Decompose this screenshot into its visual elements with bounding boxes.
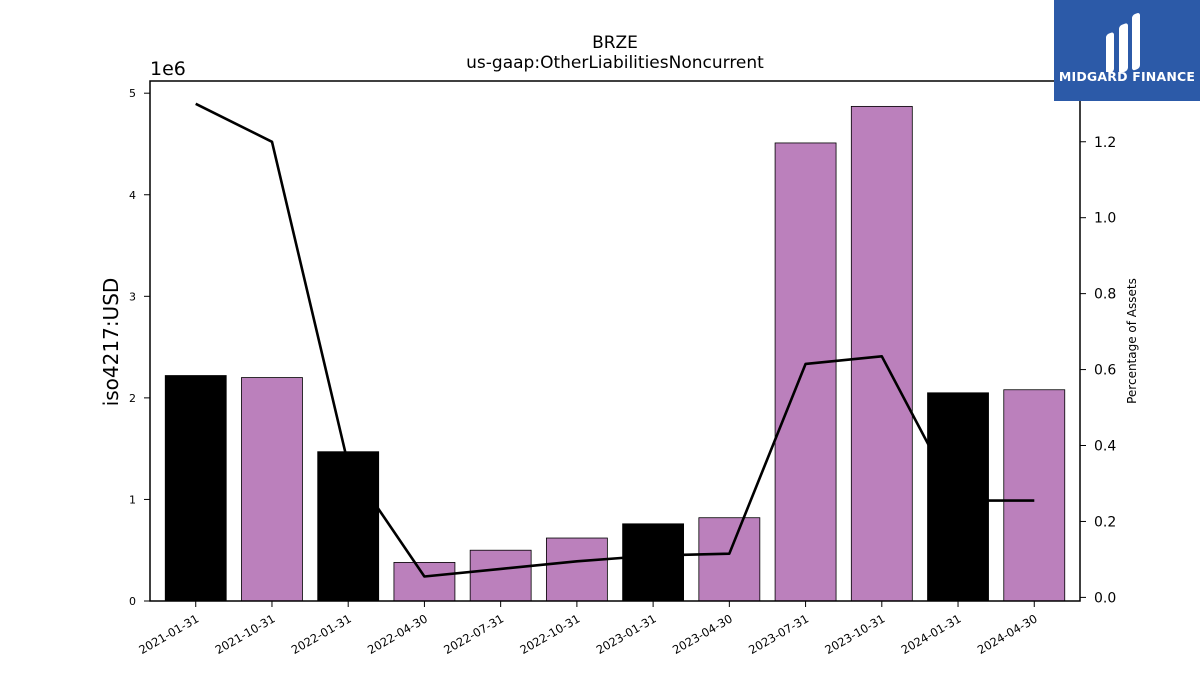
brand-name: MIDGARD FINANCE bbox=[1058, 69, 1196, 84]
y2-tick-label: 0.4 bbox=[1094, 439, 1116, 455]
bar-2023-10-31 bbox=[850, 105, 913, 602]
midgard-m-icon bbox=[1106, 13, 1140, 72]
x-tick-label: 2021-01-31 bbox=[136, 611, 201, 657]
x-tick-label: 2022-01-31 bbox=[289, 611, 354, 657]
y-tick-label: 5 bbox=[129, 87, 136, 100]
x-tick-label: 2021-10-31 bbox=[213, 611, 278, 657]
y-axis: 0 1 2 3 4 5 bbox=[129, 87, 150, 608]
x-axis: 2021-01-31 2021-10-31 2022-01-31 2022-04-30… bbox=[136, 601, 1040, 657]
bar-2023-07-31 bbox=[774, 142, 837, 602]
bar-2022-04-30 bbox=[393, 562, 456, 602]
chart-subtitle: us-gaap:OtherLiabilitiesNoncurrent bbox=[466, 53, 764, 73]
bar-2024-01-31 bbox=[927, 392, 989, 602]
x-tick-label: 2022-07-31 bbox=[441, 611, 506, 657]
y-tick-label: 3 bbox=[129, 290, 136, 303]
brand-logo: MIDGARD FINANCE bbox=[1054, 0, 1200, 101]
y-tick-label: 2 bbox=[129, 392, 136, 405]
y2-tick-label: 1.0 bbox=[1094, 211, 1116, 227]
x-tick-label: 2023-07-31 bbox=[746, 611, 811, 657]
bars-group bbox=[164, 105, 1066, 602]
chart-title: BRZE bbox=[592, 33, 638, 53]
bar-2021-10-31 bbox=[241, 377, 303, 602]
x-tick-label: 2023-01-31 bbox=[594, 611, 659, 657]
bar-2023-04-30 bbox=[698, 517, 761, 602]
bar-2022-01-31 bbox=[317, 451, 380, 602]
x-tick-label: 2023-10-31 bbox=[822, 611, 887, 657]
y-tick-label: 1 bbox=[129, 493, 136, 506]
plot-frame bbox=[149, 80, 1081, 602]
y2-tick-label: 0.0 bbox=[1094, 590, 1116, 606]
x-tick-label: 2023-04-30 bbox=[670, 611, 735, 657]
y2-tick-label: 0.8 bbox=[1094, 287, 1116, 303]
bar-2023-01-31 bbox=[622, 523, 685, 602]
percentage-line bbox=[195, 102, 1035, 578]
line-group bbox=[195, 102, 1035, 578]
bar-2021-01-31 bbox=[164, 375, 227, 602]
y2-axis: 0.0 0.2 0.4 0.6 0.8 1.0 1.2 bbox=[1080, 135, 1116, 606]
y-axis-label: iso4217:USD bbox=[99, 278, 123, 407]
x-tick-label: 2024-01-31 bbox=[899, 611, 964, 657]
x-tick-label: 2024-04-30 bbox=[975, 611, 1040, 657]
y-axis-offset-label: 1e6 bbox=[150, 58, 186, 80]
y2-tick-label: 1.2 bbox=[1094, 135, 1116, 151]
y2-axis-label: Percentage of Assets bbox=[1125, 278, 1139, 404]
y2-tick-label: 0.2 bbox=[1094, 514, 1116, 530]
y-tick-label: 4 bbox=[129, 189, 136, 202]
y2-tick-label: 0.6 bbox=[1094, 363, 1116, 379]
bar-2022-07-31 bbox=[469, 549, 532, 602]
bar-2024-04-30 bbox=[1003, 389, 1066, 602]
bar-2022-10-31 bbox=[545, 537, 608, 602]
x-tick-label: 2022-10-31 bbox=[517, 611, 582, 657]
x-tick-label: 2022-04-30 bbox=[365, 611, 430, 657]
y-tick-label: 0 bbox=[129, 595, 136, 608]
